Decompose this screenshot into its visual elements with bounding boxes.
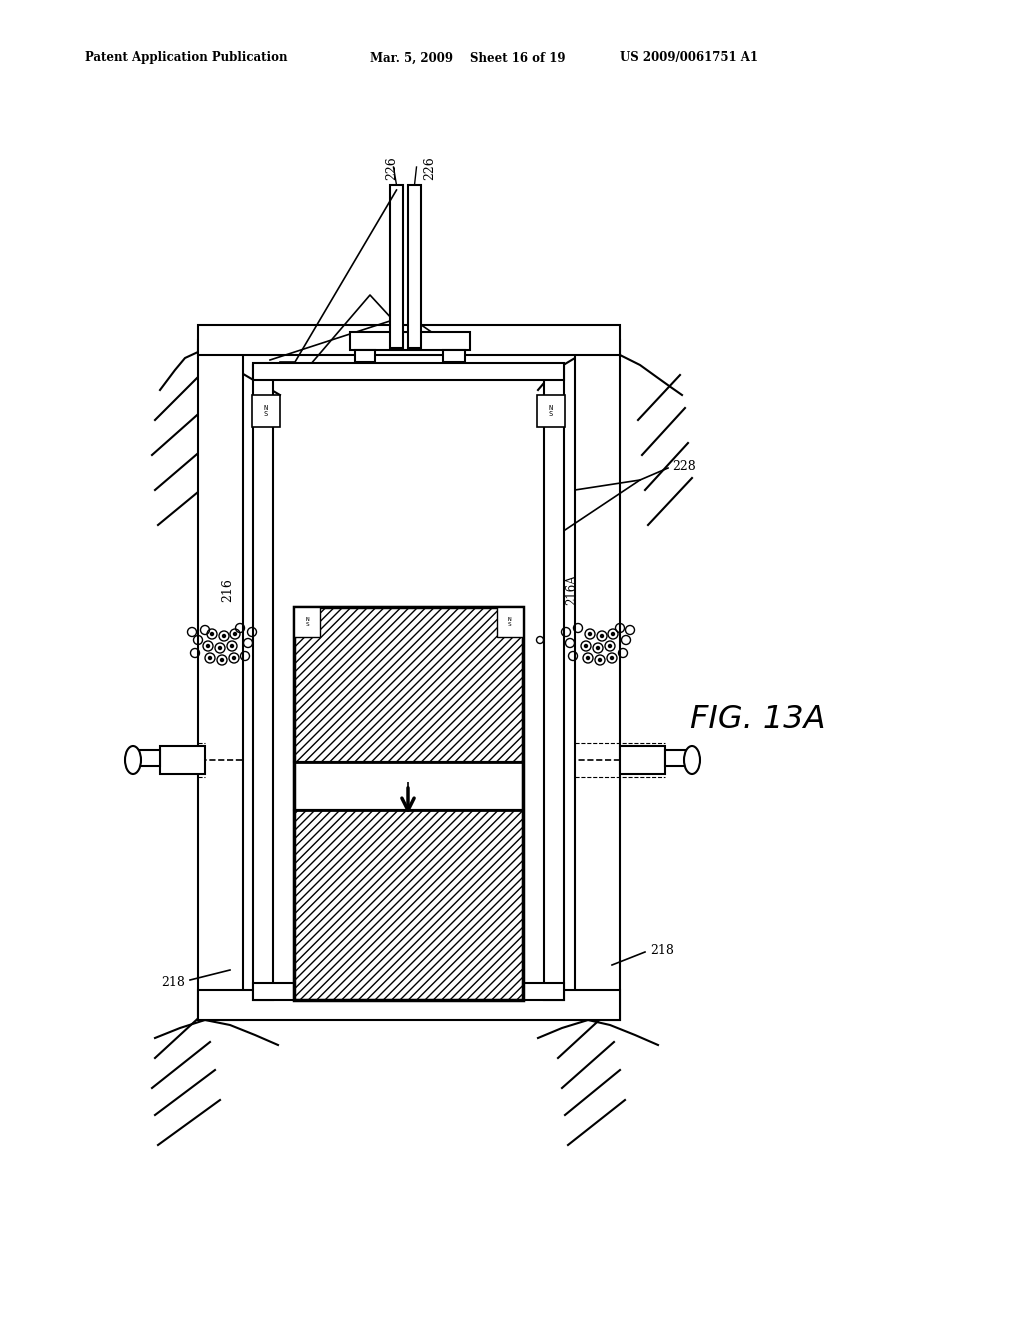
Text: 228: 228 [672, 459, 695, 473]
Bar [138, 750, 160, 766]
Text: Patent Application Publication: Patent Application Publication [85, 51, 288, 65]
Text: N
S: N S [508, 616, 512, 627]
Bar [253, 366, 273, 1001]
Circle shape [589, 632, 592, 635]
Text: N
S: N S [264, 404, 268, 417]
Text: N
S: N S [549, 404, 553, 417]
Bar [390, 185, 403, 348]
Text: Sheet 16 of 19: Sheet 16 of 19 [470, 51, 565, 65]
Text: US 2009/0061751 A1: US 2009/0061751 A1 [620, 51, 758, 65]
Circle shape [610, 656, 613, 660]
Text: 216: 216 [221, 578, 234, 602]
Circle shape [611, 632, 614, 635]
Circle shape [230, 644, 233, 648]
Text: Mar. 5, 2009: Mar. 5, 2009 [370, 51, 453, 65]
Bar [350, 333, 470, 350]
Circle shape [207, 644, 210, 648]
Bar [294, 762, 523, 810]
Bar [544, 366, 564, 1001]
Circle shape [222, 635, 225, 638]
Text: 226: 226 [385, 156, 398, 180]
Circle shape [220, 659, 223, 661]
Bar [253, 983, 564, 1001]
Circle shape [600, 635, 603, 638]
Bar [665, 750, 687, 766]
Text: 186: 186 [354, 886, 378, 899]
Text: 180: 180 [401, 908, 415, 932]
Bar [537, 395, 565, 426]
Bar [252, 395, 280, 426]
Bar [253, 363, 564, 380]
Bar [294, 607, 523, 1001]
Bar [198, 990, 620, 1020]
Bar [443, 350, 465, 362]
Bar [355, 350, 375, 362]
Text: FIG. 13A: FIG. 13A [690, 705, 825, 735]
Circle shape [597, 647, 599, 649]
Bar [408, 185, 421, 348]
Text: N
S: N S [305, 616, 309, 627]
Bar [294, 607, 523, 762]
Bar [497, 607, 523, 638]
Bar [160, 746, 205, 774]
Bar [294, 810, 523, 1001]
Ellipse shape [125, 746, 141, 774]
Text: 218: 218 [161, 975, 185, 989]
Bar [294, 607, 319, 638]
Circle shape [585, 644, 588, 648]
Bar [620, 746, 665, 774]
Circle shape [218, 647, 221, 649]
Bar [575, 341, 620, 1020]
Circle shape [211, 632, 213, 635]
Text: 226: 226 [423, 156, 436, 180]
Bar [198, 341, 243, 1020]
Text: 216A: 216A [565, 574, 579, 606]
Text: 218: 218 [650, 944, 674, 957]
Circle shape [232, 656, 236, 660]
Ellipse shape [684, 746, 700, 774]
Circle shape [598, 659, 601, 661]
Circle shape [587, 656, 590, 660]
Bar [198, 325, 620, 355]
Circle shape [209, 656, 212, 660]
Circle shape [608, 644, 611, 648]
Circle shape [233, 632, 237, 635]
